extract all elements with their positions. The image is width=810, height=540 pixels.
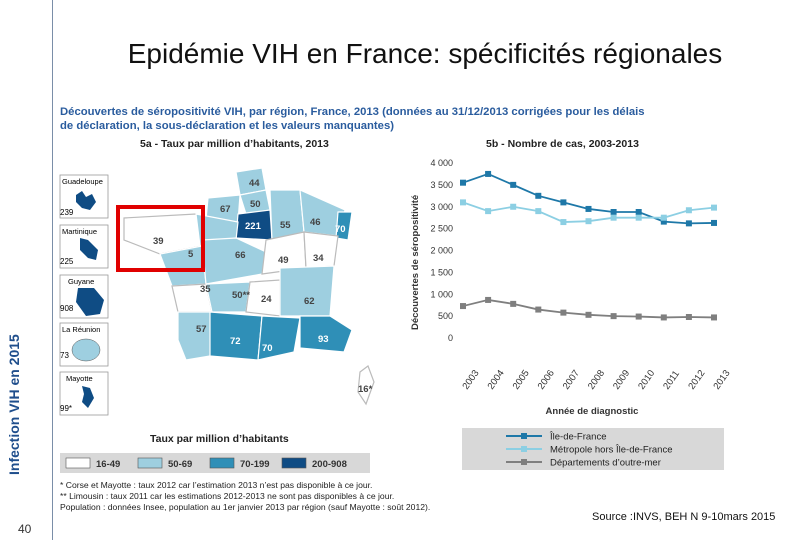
data-point — [485, 208, 492, 215]
data-point — [535, 192, 542, 199]
data-point — [660, 314, 667, 321]
x-tick-label: 2007 — [561, 368, 582, 392]
legend-marker — [521, 446, 527, 452]
page-title: Epidémie VIH en France: spécificités rég… — [127, 38, 723, 69]
data-point — [510, 300, 517, 307]
series-line — [462, 172, 715, 225]
data-point — [460, 179, 466, 186]
legend-entry: Départements d’outre-mer — [550, 458, 661, 469]
slide-number: 40 — [18, 522, 32, 536]
data-point — [585, 205, 592, 212]
data-point — [685, 220, 692, 227]
data-point — [485, 296, 492, 303]
y-tick-label: 4 000 — [430, 158, 453, 168]
data-point — [610, 209, 617, 215]
data-point — [460, 199, 466, 206]
data-point — [610, 313, 617, 320]
y-tick-label: 3 500 — [430, 180, 453, 190]
data-point — [560, 309, 567, 316]
y-tick-label: 1 000 — [430, 289, 453, 299]
data-point — [635, 209, 642, 215]
figure-title: Découvertes de séropositivité VIH, par r… — [60, 105, 660, 133]
source-note: Source :INVS, BEH N 9-10mars 2015 — [592, 511, 776, 523]
x-tick-label: 2013 — [711, 368, 732, 392]
legend-entry: Métropole hors Île-de-France — [550, 445, 673, 456]
data-point — [585, 218, 592, 225]
x-tick-label: 2010 — [636, 368, 657, 392]
x-axis-label: Année de diagnostic — [546, 406, 639, 417]
data-point — [610, 214, 617, 221]
x-tick-label: 2008 — [586, 368, 607, 392]
data-point — [485, 170, 492, 177]
footnote-2: ** Limousin : taux 2011 car les estimati… — [60, 491, 395, 501]
x-tick-label: 2009 — [611, 368, 632, 392]
y-tick-label: 2 000 — [430, 246, 453, 256]
footnote-1: * Corse et Mayotte : taux 2012 car l’est… — [60, 480, 373, 490]
data-point — [685, 314, 692, 320]
x-tick-label: 2003 — [460, 368, 481, 392]
figure-title-line-1: Découvertes de séropositivité VIH, par r… — [60, 106, 645, 118]
data-point — [711, 204, 717, 211]
x-tick-label: 2005 — [511, 368, 532, 392]
x-tick-label: 2006 — [536, 368, 557, 392]
x-tick-label: 2012 — [686, 368, 707, 392]
data-point — [535, 208, 542, 215]
map-legend-title: Taux par million d’habitants — [150, 433, 289, 445]
footnote-3: Population : données Insee, population a… — [60, 502, 431, 512]
data-point — [510, 181, 517, 188]
data-point — [685, 207, 692, 214]
data-point — [660, 214, 667, 221]
y-tick-label: 500 — [438, 311, 453, 321]
data-point — [510, 203, 517, 210]
x-tick-label: 2004 — [486, 368, 507, 392]
data-point — [635, 313, 642, 320]
left-sidebar — [0, 0, 53, 540]
chart-legend-box — [462, 428, 724, 470]
data-point — [585, 311, 592, 318]
x-tick-label: 2011 — [661, 369, 682, 392]
data-point — [635, 214, 642, 221]
data-point — [711, 314, 717, 321]
figure-title-line-2: de déclaration, la sous-déclaration et l… — [60, 120, 394, 132]
map-subtitle: 5a - Taux par million d’habitants, 2013 — [140, 138, 329, 150]
data-point — [535, 306, 542, 313]
legend-marker — [521, 459, 527, 465]
data-point — [460, 303, 466, 310]
data-point — [560, 199, 567, 206]
y-tick-label: 0 — [448, 333, 453, 343]
y-tick-label: 2 500 — [430, 224, 453, 234]
legend-marker — [521, 433, 527, 439]
legend-entry: Île-de-France — [549, 432, 607, 443]
chart-subtitle: 5b - Nombre de cas, 2003-2013 — [486, 138, 639, 150]
data-point — [560, 219, 567, 226]
y-tick-label: 3 000 — [430, 202, 453, 212]
y-axis-label: Découvertes de séropositivité — [410, 195, 421, 330]
data-point — [711, 219, 717, 226]
footnotes: * Corse et Mayotte : taux 2012 car l’est… — [60, 480, 440, 513]
data-point — [660, 218, 667, 225]
y-tick-label: 1 500 — [430, 267, 453, 277]
